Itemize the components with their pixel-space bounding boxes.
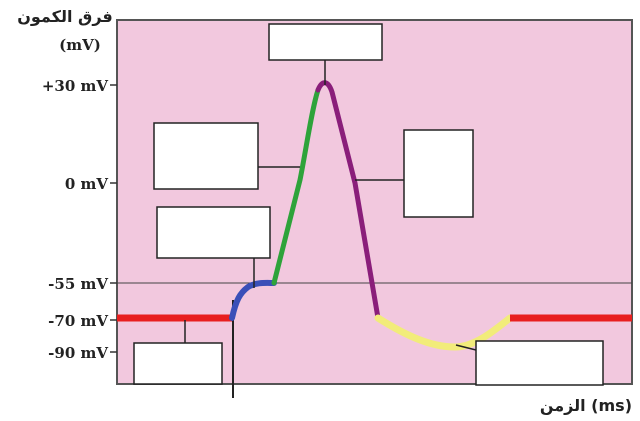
label-box-threshold xyxy=(156,206,271,259)
depolarization-segment xyxy=(271,87,321,286)
hyperpolarization-segment xyxy=(374,314,514,351)
tick-label-minus90: -90 mV xyxy=(48,344,108,362)
leader-lines xyxy=(184,60,477,351)
tick-label-plus30: +30 mV xyxy=(42,77,109,95)
x-axis-title: الزمن (ms) xyxy=(540,396,632,415)
label-box-hyperpolarization xyxy=(475,340,604,386)
label-box-resting xyxy=(133,342,223,385)
label-box-repolarization xyxy=(403,129,474,218)
depolarization-start-segment xyxy=(229,279,277,321)
tick-label-minus55: -55 mV xyxy=(48,275,108,293)
plot-area xyxy=(116,19,633,385)
y-ticks xyxy=(110,84,117,353)
label-box-peak xyxy=(268,23,383,61)
tick-label-0: 0 mV xyxy=(65,175,109,193)
label-box-depolarization xyxy=(153,122,259,190)
y-axis-title: فرق الكمون xyxy=(17,7,113,26)
tick-label-minus70: -70 mV xyxy=(48,312,108,330)
repolarization-segment xyxy=(315,80,381,321)
y-axis-unit: (mV) xyxy=(59,36,101,54)
